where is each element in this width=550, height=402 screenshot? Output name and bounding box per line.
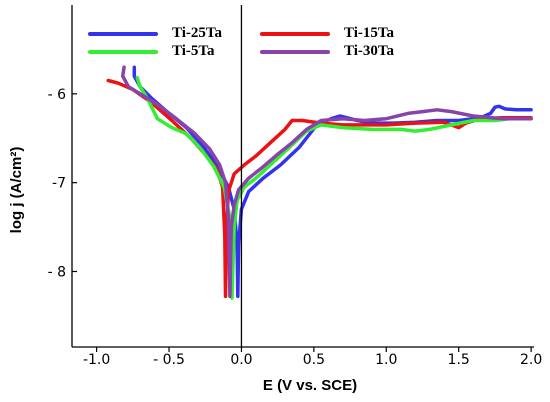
y-axis-title: log j (A/cm²) (8, 147, 25, 234)
x-tick-label: 2.0 (520, 352, 542, 368)
axes-layer (71, 5, 534, 348)
x-tick-label: 1.5 (448, 352, 470, 368)
legend-label: Ti-5Ta (172, 43, 215, 59)
series-line-ti-25ta (132, 65, 533, 299)
series-line-ti-5ta (135, 76, 533, 300)
y-tick-label: -7 (52, 176, 66, 192)
y-tick-label: - 8 (48, 264, 66, 280)
legend-label: Ti-30Ta (344, 43, 395, 59)
x-tick-label: - 0.5 (153, 352, 185, 368)
x-axis-title: E (V vs. SCE) (263, 377, 357, 394)
legend-label: Ti-25Ta (172, 25, 223, 41)
series-layer (106, 65, 533, 300)
x-tick-label: -1.0 (83, 352, 110, 368)
legend: Ti-25Ta Ti-15Ta Ti-5Ta Ti-30Ta (88, 25, 395, 59)
y-tick-label: - 6 (48, 87, 67, 103)
series-line-ti-15ta (106, 78, 533, 299)
series-line-ti-30ta (120, 65, 533, 299)
x-tick-label: 0.0 (230, 352, 252, 368)
x-tick-label: 0.5 (303, 352, 325, 368)
ticks-layer: -1.0 - 0.5 0.0 0.5 1.0 1.5 2.0 - 6 -7 - 8 (48, 87, 543, 368)
x-tick-label: 1.0 (375, 352, 397, 368)
legend-label: Ti-15Ta (344, 25, 395, 41)
